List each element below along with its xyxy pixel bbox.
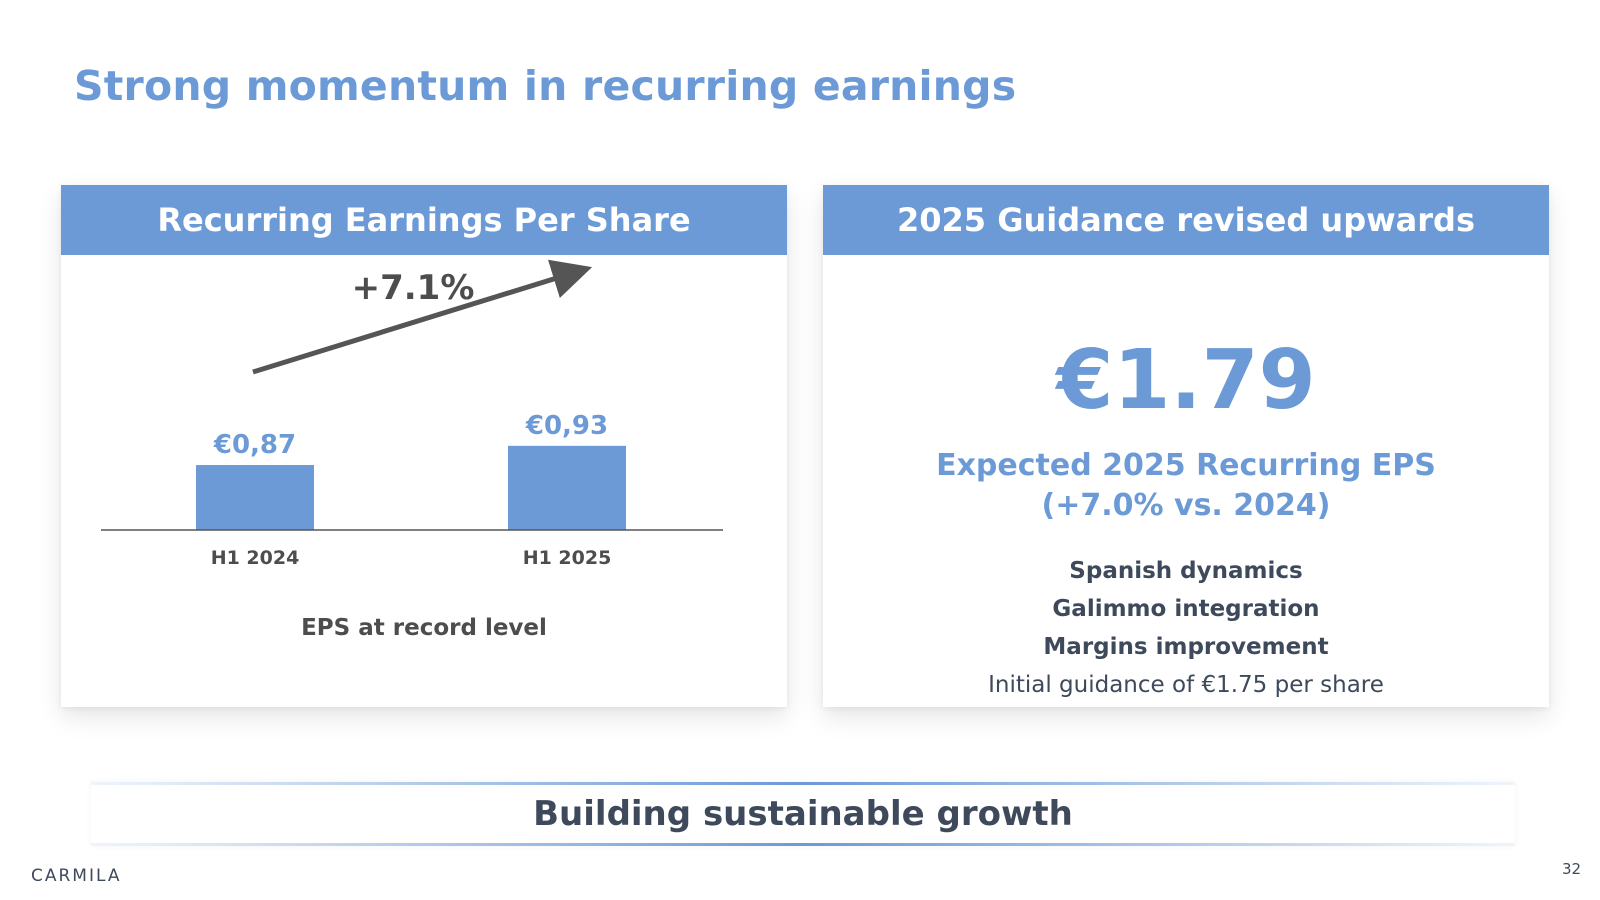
banner-bottom-rule	[91, 843, 1515, 846]
driver-galimmo-integration: Galimmo integration	[1052, 596, 1320, 622]
eps-category-label-2: H1 2025	[523, 547, 612, 569]
initial-guidance-note: Initial guidance of €1.75 per share	[988, 672, 1384, 698]
eps-record-caption: EPS at record level	[301, 615, 547, 641]
expected-eps-label: Expected 2025 Recurring EPS	[936, 448, 1436, 483]
banner-text: Building sustainable growth	[533, 794, 1073, 834]
growth-label: +7.1%	[352, 268, 475, 308]
summary-banner: Building sustainable growth	[91, 782, 1515, 846]
eps-data-label-2: €0,93	[525, 411, 608, 441]
eps-bar-2	[508, 445, 626, 530]
eps-data-label-1: €0,87	[213, 430, 296, 460]
driver-margins-improvement: Margins improvement	[1043, 634, 1329, 660]
carmila-logo: CARMILA	[31, 866, 122, 886]
eps-bar-1	[196, 465, 314, 530]
eps-bar-chart: €0,87 H1 2024 €0,93 H1 2025 +7.1%	[101, 259, 723, 569]
recurring-eps-header: Recurring Earnings Per Share	[61, 185, 787, 255]
recurring-eps-panel: Recurring Earnings Per Share €0,87 H1 202…	[61, 185, 787, 707]
growth-arrow	[252, 259, 593, 375]
banner-top-rule	[91, 782, 1515, 785]
expected-eps-growth: (+7.0% vs. 2024)	[1041, 488, 1331, 523]
driver-spanish-dynamics: Spanish dynamics	[1069, 558, 1303, 584]
guidance-panel: 2025 Guidance revised upwards €1.79 Expe…	[823, 185, 1549, 707]
guidance-header: 2025 Guidance revised upwards	[823, 185, 1549, 255]
page-title: Strong momentum in recurring earnings	[74, 62, 1017, 110]
eps-category-label-1: H1 2024	[211, 547, 300, 569]
guidance-eps-value: €1.79	[1056, 333, 1316, 428]
page-number: 32	[1562, 860, 1582, 878]
